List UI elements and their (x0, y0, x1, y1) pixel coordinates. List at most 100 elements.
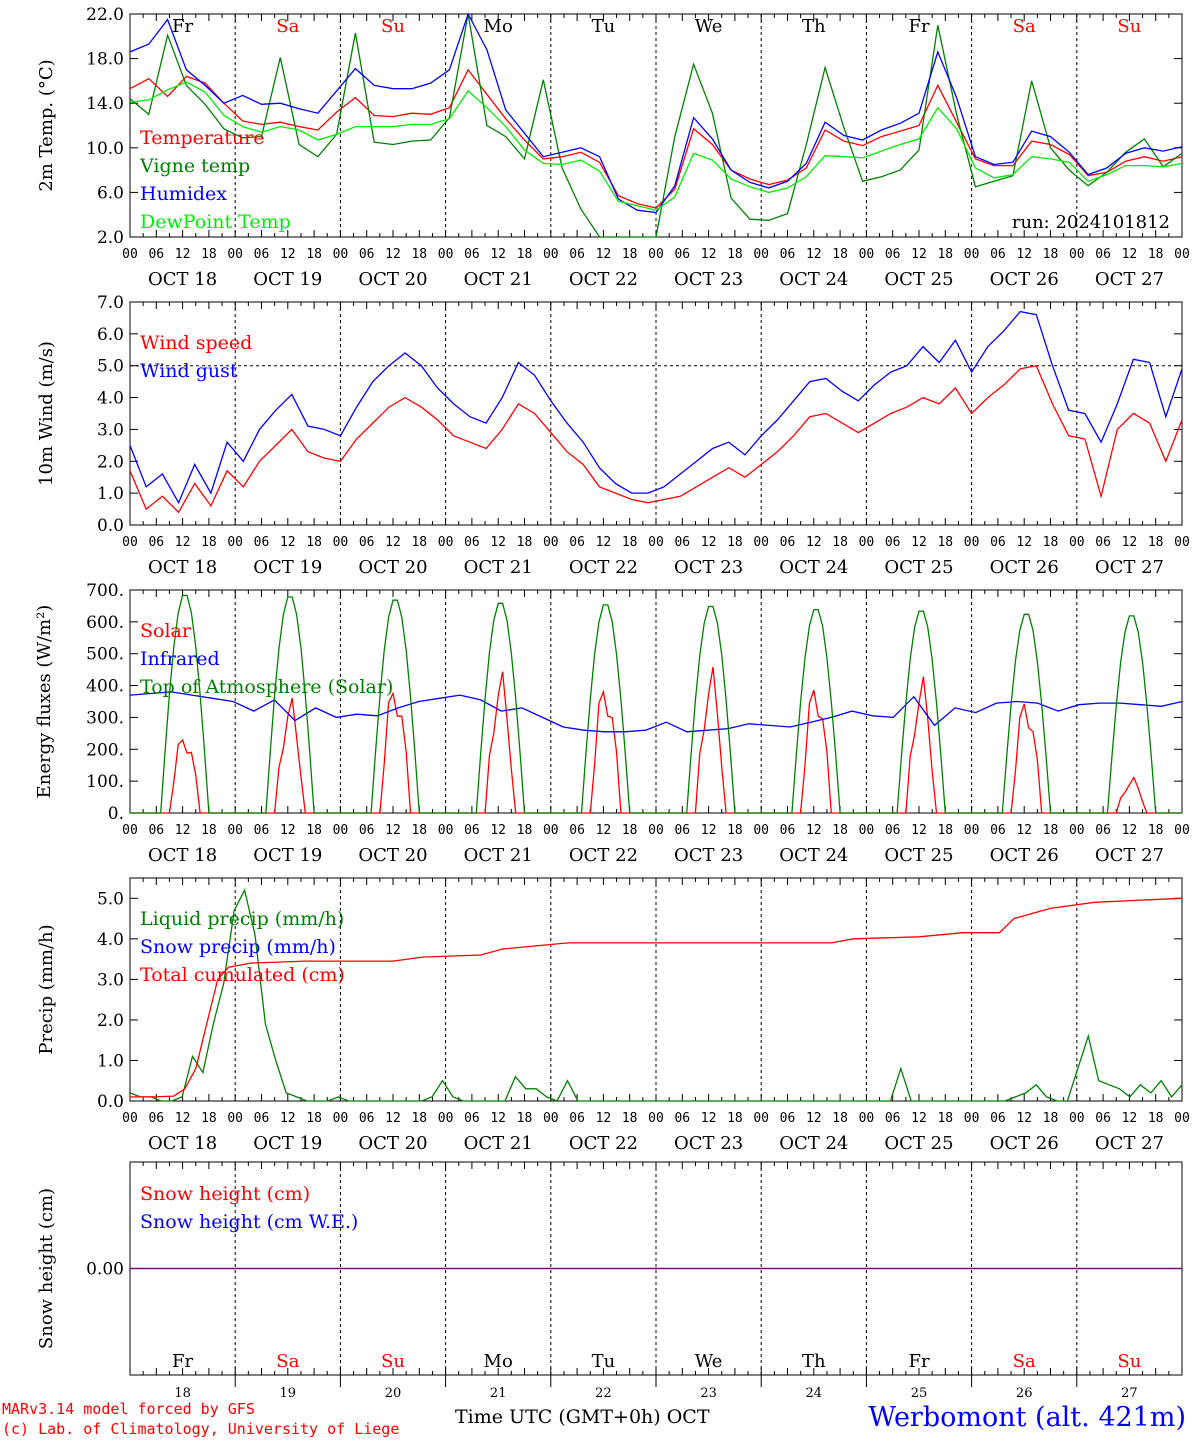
hour-tick-label: 00 (1069, 823, 1085, 838)
hour-tick-label: 18 (306, 247, 322, 262)
y-tick-label: 0.00 (86, 1260, 124, 1280)
hour-tick-label: 18 (622, 1111, 638, 1126)
y-tick-label: 400. (86, 677, 124, 697)
y-tick-label: 6.0 (97, 183, 124, 203)
hour-tick-label: 18 (727, 1111, 743, 1126)
hour-tick-label: 00 (227, 1111, 243, 1126)
y-tick-label: 2.0 (97, 1011, 124, 1031)
hour-tick-label: 18 (201, 535, 217, 550)
hour-tick-label: 12 (701, 823, 717, 838)
y-tick-label: 3.0 (97, 970, 124, 990)
hour-tick-label: 00 (227, 247, 243, 262)
lab-credit: (c) Lab. of Climatology, University of L… (2, 1420, 400, 1438)
y-tick-label: 6.0 (97, 325, 124, 345)
hour-tick-label: 12 (1016, 535, 1032, 550)
day-number-label: 24 (806, 1386, 823, 1401)
date-label: OCT 25 (884, 845, 953, 866)
hour-tick-label: 18 (832, 823, 848, 838)
date-label: OCT 21 (464, 269, 533, 290)
date-label: OCT 24 (779, 557, 848, 578)
hour-tick-label: 00 (333, 823, 349, 838)
date-label: OCT 20 (358, 557, 427, 578)
hour-tick-label: 18 (517, 247, 533, 262)
hour-tick-label: 00 (438, 535, 454, 550)
series-line-green (129, 888, 1183, 1102)
hour-tick-label: 00 (859, 247, 875, 262)
hour-tick-label: 06 (885, 823, 901, 838)
y-axis-label: Precip (mm/h) (36, 924, 57, 1054)
day-number-label: 20 (385, 1386, 402, 1401)
hour-tick-label: 12 (1122, 535, 1138, 550)
hour-tick-label: 06 (780, 1111, 796, 1126)
hour-tick-label: 12 (596, 247, 612, 262)
hour-tick-label: 00 (964, 535, 980, 550)
hour-tick-label: 18 (1148, 823, 1164, 838)
legend-entry: Snow height (cm) (140, 1183, 310, 1205)
time-axis-title: Time UTC (GMT+0h) OCT (455, 1406, 710, 1428)
hour-tick-label: 00 (227, 823, 243, 838)
day-number-label: 26 (1016, 1386, 1033, 1401)
hour-tick-label: 06 (1095, 247, 1111, 262)
date-label: OCT 20 (358, 845, 427, 866)
y-tick-label: 2.0 (97, 228, 124, 248)
weekday-label: Su (381, 16, 405, 37)
hour-tick-label: 06 (569, 535, 585, 550)
hour-tick-label: 18 (622, 535, 638, 550)
hour-tick-label: 12 (385, 823, 401, 838)
y-tick-label: 1.0 (97, 1051, 124, 1071)
date-label: OCT 20 (358, 269, 427, 290)
hour-tick-label: 18 (1043, 823, 1059, 838)
y-axis-label: Energy fluxes (W/m²) (34, 605, 55, 799)
weekday-label: Tu (592, 16, 616, 37)
hour-tick-label: 06 (990, 247, 1006, 262)
weekday-label: Th (802, 1351, 826, 1372)
day-number-label: 25 (911, 1386, 928, 1401)
y-tick-label: 7.0 (97, 293, 124, 313)
hour-tick-label: 12 (490, 535, 506, 550)
date-label: OCT 24 (779, 1133, 848, 1154)
hour-tick-label: 00 (438, 823, 454, 838)
legend-entry: Snow precip (mm/h) (140, 936, 336, 958)
date-label: OCT 27 (1095, 1133, 1164, 1154)
hour-tick-label: 06 (254, 535, 270, 550)
day-number-label: 22 (595, 1386, 612, 1401)
hour-tick-label: 06 (569, 247, 585, 262)
hour-tick-label: 12 (1016, 1111, 1032, 1126)
date-label: OCT 27 (1095, 845, 1164, 866)
hour-tick-label: 00 (333, 535, 349, 550)
date-label: OCT 27 (1095, 269, 1164, 290)
date-label: OCT 19 (253, 269, 322, 290)
legend-entry: DewPoint Temp (140, 211, 291, 233)
date-label: OCT 27 (1095, 557, 1164, 578)
hour-tick-label: 12 (806, 535, 822, 550)
hour-tick-label: 12 (1016, 823, 1032, 838)
hour-tick-label: 12 (175, 1111, 191, 1126)
hour-tick-label: 06 (990, 1111, 1006, 1126)
hour-tick-label: 12 (280, 247, 296, 262)
hour-tick-label: 18 (306, 535, 322, 550)
hour-tick-label: 06 (359, 823, 375, 838)
date-label: OCT 22 (569, 269, 638, 290)
y-tick-label: 0.0 (97, 516, 124, 536)
date-label: OCT 26 (990, 557, 1059, 578)
weekday-label: Mo (484, 16, 513, 37)
hour-tick-label: 12 (385, 247, 401, 262)
hour-tick-label: 18 (937, 247, 953, 262)
hour-tick-label: 00 (753, 535, 769, 550)
hour-tick-label: 06 (148, 1111, 164, 1126)
hour-tick-label: 12 (175, 247, 191, 262)
y-tick-label: 1.0 (97, 484, 124, 504)
hour-tick-label: 00 (333, 247, 349, 262)
hour-tick-label: 06 (780, 247, 796, 262)
legend-entry: Wind speed (140, 332, 252, 354)
weekday-label: We (695, 1351, 723, 1372)
y-tick-label: 700. (86, 581, 124, 601)
hour-tick-label: 18 (1148, 1111, 1164, 1126)
panel-frame (129, 13, 1183, 238)
date-label: OCT 26 (990, 1133, 1059, 1154)
hour-tick-label: 18 (1043, 1111, 1059, 1126)
hour-tick-label: 00 (438, 247, 454, 262)
day-number-label: 21 (490, 1386, 507, 1401)
hour-tick-label: 18 (832, 535, 848, 550)
